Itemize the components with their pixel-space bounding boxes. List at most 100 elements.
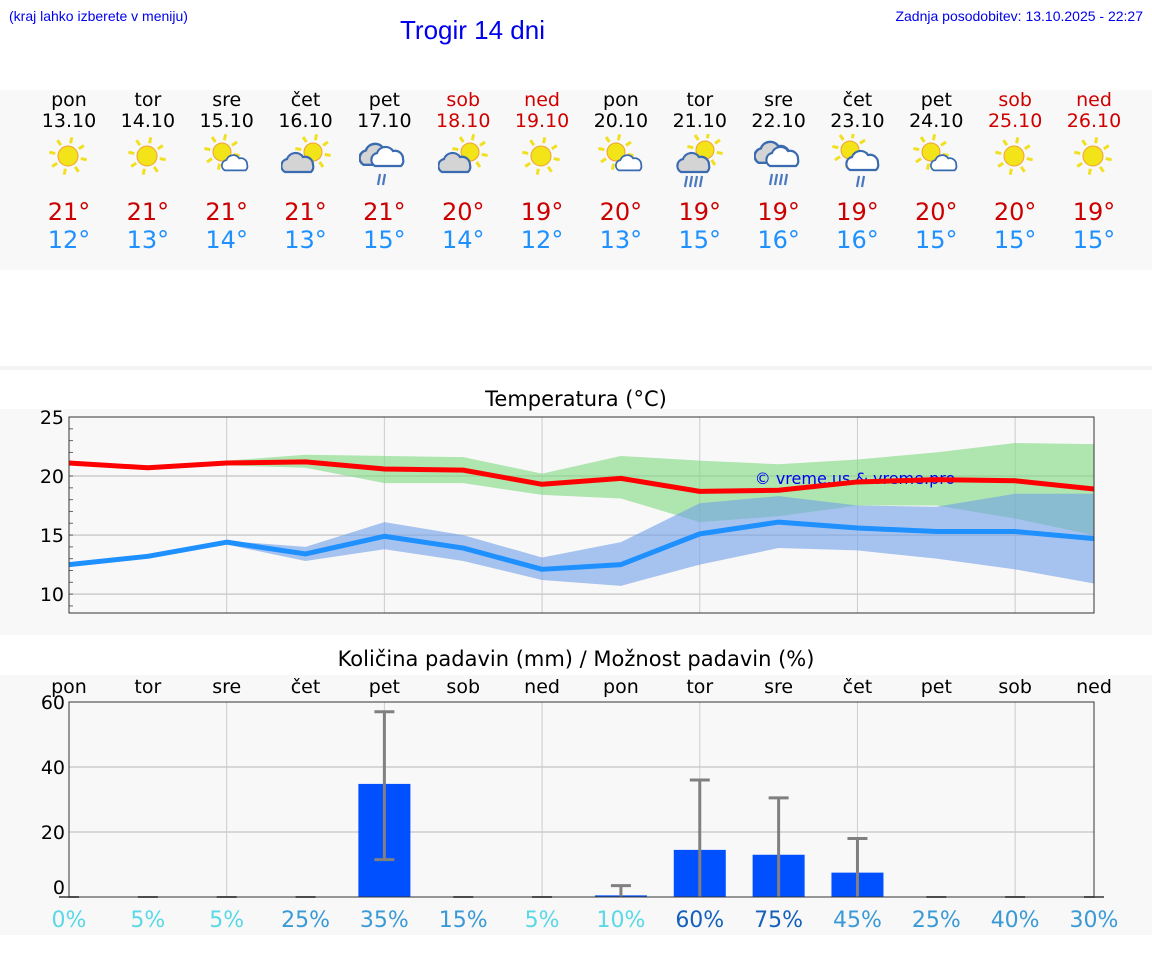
sun-ray <box>1087 168 1092 175</box>
y-tick-label: 25 <box>40 407 64 429</box>
sun-ray <box>1094 137 1099 144</box>
sun-ray <box>600 157 607 164</box>
day-column: čet 16.10 <box>266 90 346 190</box>
day-name: tor <box>686 89 714 111</box>
day-name: sob <box>998 89 1032 111</box>
day-column: pet 24.10 <box>896 90 976 190</box>
sun-icon <box>522 137 560 175</box>
sun-ray <box>51 161 58 168</box>
plot-area <box>69 702 1094 897</box>
day-date: 18.10 <box>436 110 491 132</box>
temp-min: 15° <box>1072 226 1116 254</box>
day-label: pet <box>369 676 400 698</box>
last-updated: Zadnja posodobitev: 13.10.2025 - 22:27 <box>895 8 1143 24</box>
sun-icon <box>1074 137 1112 175</box>
sun-ray <box>913 146 920 152</box>
cloud-shape <box>930 154 958 172</box>
day-column: pet 17.10 <box>344 90 424 190</box>
day-column: pon 13.10 <box>29 90 109 190</box>
day-label: tor <box>686 676 713 698</box>
divider <box>0 366 1152 370</box>
day-name: pet <box>920 89 952 111</box>
temp-min: 15° <box>678 226 722 254</box>
sun-ray <box>997 161 1005 168</box>
temp-min: 15° <box>363 226 406 254</box>
sun-ray <box>1098 166 1105 173</box>
sun-disc <box>57 145 79 167</box>
day-date: 25.10 <box>987 110 1043 132</box>
cloud-shape <box>438 151 472 174</box>
sun-ray <box>832 144 839 150</box>
temp-max: 19° <box>678 198 722 226</box>
sun-ray <box>152 166 159 173</box>
sun-ray <box>625 140 632 147</box>
sun-small-cloud-icon <box>597 134 643 172</box>
sun-ray <box>479 140 487 147</box>
temp-max: 20° <box>441 198 485 226</box>
sun-ray <box>147 137 153 144</box>
max-temp-line <box>68 459 1095 494</box>
cloud-shape <box>370 145 405 168</box>
sun-icon <box>995 137 1034 175</box>
day-column: ned 26.10 <box>1054 90 1134 190</box>
temp-max: 20° <box>599 198 643 226</box>
sun-ray <box>294 146 302 152</box>
precip-probability: 75% <box>754 908 803 933</box>
day-label: sob <box>446 676 480 698</box>
precip-probability: 40% <box>991 908 1040 933</box>
temp-max: 20° <box>915 198 958 226</box>
precip-probability: 45% <box>833 908 882 933</box>
day-column: sob 18.10 <box>423 90 503 190</box>
sun-ray <box>130 161 137 168</box>
sun-disc <box>136 145 158 167</box>
sun-ray <box>1076 161 1083 168</box>
temp-max: 21° <box>363 198 406 226</box>
sun-ray <box>1074 150 1081 155</box>
sun-ray <box>203 146 211 152</box>
temp-min: 12° <box>47 226 91 254</box>
day-label: sob <box>998 676 1032 698</box>
temp-min: 13° <box>284 226 327 254</box>
sun-ray <box>713 138 721 145</box>
precip-probability: 5% <box>209 908 244 933</box>
temp-min: 14° <box>441 226 485 254</box>
cloud-icon <box>220 154 248 172</box>
cloud-shape <box>845 149 880 172</box>
sun-ray <box>686 144 694 150</box>
temp-min: 13° <box>599 226 643 254</box>
sun-ray <box>932 134 937 141</box>
day-column: čet 23.10 <box>817 90 897 190</box>
day-label: tor <box>134 676 161 698</box>
sun-ray <box>705 134 710 139</box>
cloud-shape <box>220 154 248 172</box>
cloud-sun-icon <box>438 134 489 174</box>
sun-ray <box>1020 166 1026 173</box>
sun-ray <box>1002 139 1009 146</box>
precip-probability: 25% <box>281 908 330 933</box>
sun-disc <box>530 145 552 167</box>
day-label: pet <box>921 676 952 698</box>
rain-drop <box>856 175 861 188</box>
day-date: 16.10 <box>278 110 333 132</box>
cloud-shape <box>614 154 643 172</box>
sun-ray <box>475 161 482 168</box>
sun-ray <box>317 161 324 168</box>
sun-cloud-rain-icon <box>832 134 880 188</box>
sun-ray <box>940 140 948 147</box>
day-column: sre 15.10 <box>187 90 267 190</box>
day-date: 20.10 <box>593 110 649 132</box>
day-date: 22.10 <box>751 110 806 132</box>
precip-probability: 25% <box>912 908 961 933</box>
day-date: 13.10 <box>41 110 97 132</box>
temp-min: 16° <box>836 226 879 254</box>
sun-ray <box>542 137 547 144</box>
sun-ray <box>834 155 842 162</box>
cloud-shape <box>764 145 799 168</box>
temp-max: 19° <box>1072 198 1116 226</box>
temperature-chart-title: Temperatura (°C) <box>485 387 667 411</box>
rain-drop <box>768 173 773 186</box>
day-column: ned 19.10 <box>502 90 582 190</box>
sun-ray <box>73 166 80 173</box>
day-date: 26.10 <box>1066 110 1122 132</box>
